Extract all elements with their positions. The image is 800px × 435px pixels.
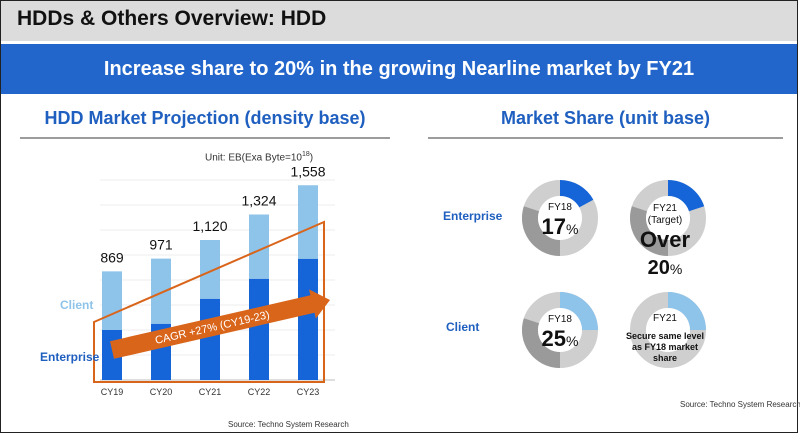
headline-banner: Increase share to 20% in the growing Nea… xyxy=(1,44,797,94)
total-label: 1,324 xyxy=(241,193,276,209)
cagr-arrow xyxy=(110,289,330,359)
donut-cli-fy21-text: FY21 Secure same level as FY18 market sh… xyxy=(625,313,705,363)
donut-hole xyxy=(538,196,582,240)
x-tick-label: CY19 xyxy=(101,387,124,397)
row-label-enterprise: Enterprise xyxy=(443,209,503,223)
total-label: 971 xyxy=(149,237,173,253)
legend-client: Client xyxy=(60,298,94,312)
bar-client xyxy=(200,240,220,299)
x-tick-label: CY21 xyxy=(199,387,222,397)
chart-source: Source: Techno System Research xyxy=(228,420,349,429)
donut-cli-fy18-text: FY18 25% xyxy=(541,314,579,351)
bar-enterprise xyxy=(249,278,269,380)
page-title: HDDs & Others Overview: HDD xyxy=(17,7,327,30)
bar-client xyxy=(151,258,171,324)
share-section-title: Market Share (unit base) xyxy=(500,108,711,128)
bar-enterprise xyxy=(298,258,318,380)
chart-section-title: HDD Market Projection (density base) xyxy=(44,108,366,128)
bar-client xyxy=(298,185,318,259)
donut-client-fy18 xyxy=(522,292,598,368)
chart-section-rule xyxy=(20,137,390,139)
row-label-client: Client xyxy=(446,320,480,334)
donut-ent-fy21-text: FY21 (Target) Over 20% xyxy=(639,203,691,279)
bar-client xyxy=(249,214,269,279)
donut-other-segment xyxy=(522,318,560,368)
legend-enterprise: Enterprise xyxy=(40,350,100,364)
total-label: 1,120 xyxy=(192,218,227,234)
donut-share-segment xyxy=(668,180,705,212)
growth-outline xyxy=(93,220,325,383)
donut-hole xyxy=(538,308,582,352)
header-bar: HDDs & Others Overview: HDD xyxy=(1,1,797,41)
donut-share-segment xyxy=(668,292,706,330)
unit-note: Unit: EB(Exa Byte=1018) xyxy=(205,151,314,164)
donut-enterprise-fy18 xyxy=(522,180,598,256)
total-label: 869 xyxy=(100,249,124,265)
donut-share-segment xyxy=(560,292,598,330)
total-label: 1,558 xyxy=(290,163,325,179)
x-tick-label: CY20 xyxy=(150,387,173,397)
donut-other-segment xyxy=(522,206,560,256)
share-section-rule xyxy=(428,137,783,139)
x-tick-label: CY23 xyxy=(297,387,320,397)
donut-hole xyxy=(646,308,690,352)
donut-ent-fy18-text: FY18 17% xyxy=(541,202,579,239)
donut-client-fy21 xyxy=(630,292,706,368)
donut-share-segment xyxy=(560,180,594,208)
donut-hole xyxy=(646,196,690,240)
donut-enterprise-fy21 xyxy=(630,180,706,256)
donut-other-segment xyxy=(630,206,668,256)
share-source: Source: Techno System Research xyxy=(680,400,800,409)
x-tick-label: CY22 xyxy=(248,387,271,397)
